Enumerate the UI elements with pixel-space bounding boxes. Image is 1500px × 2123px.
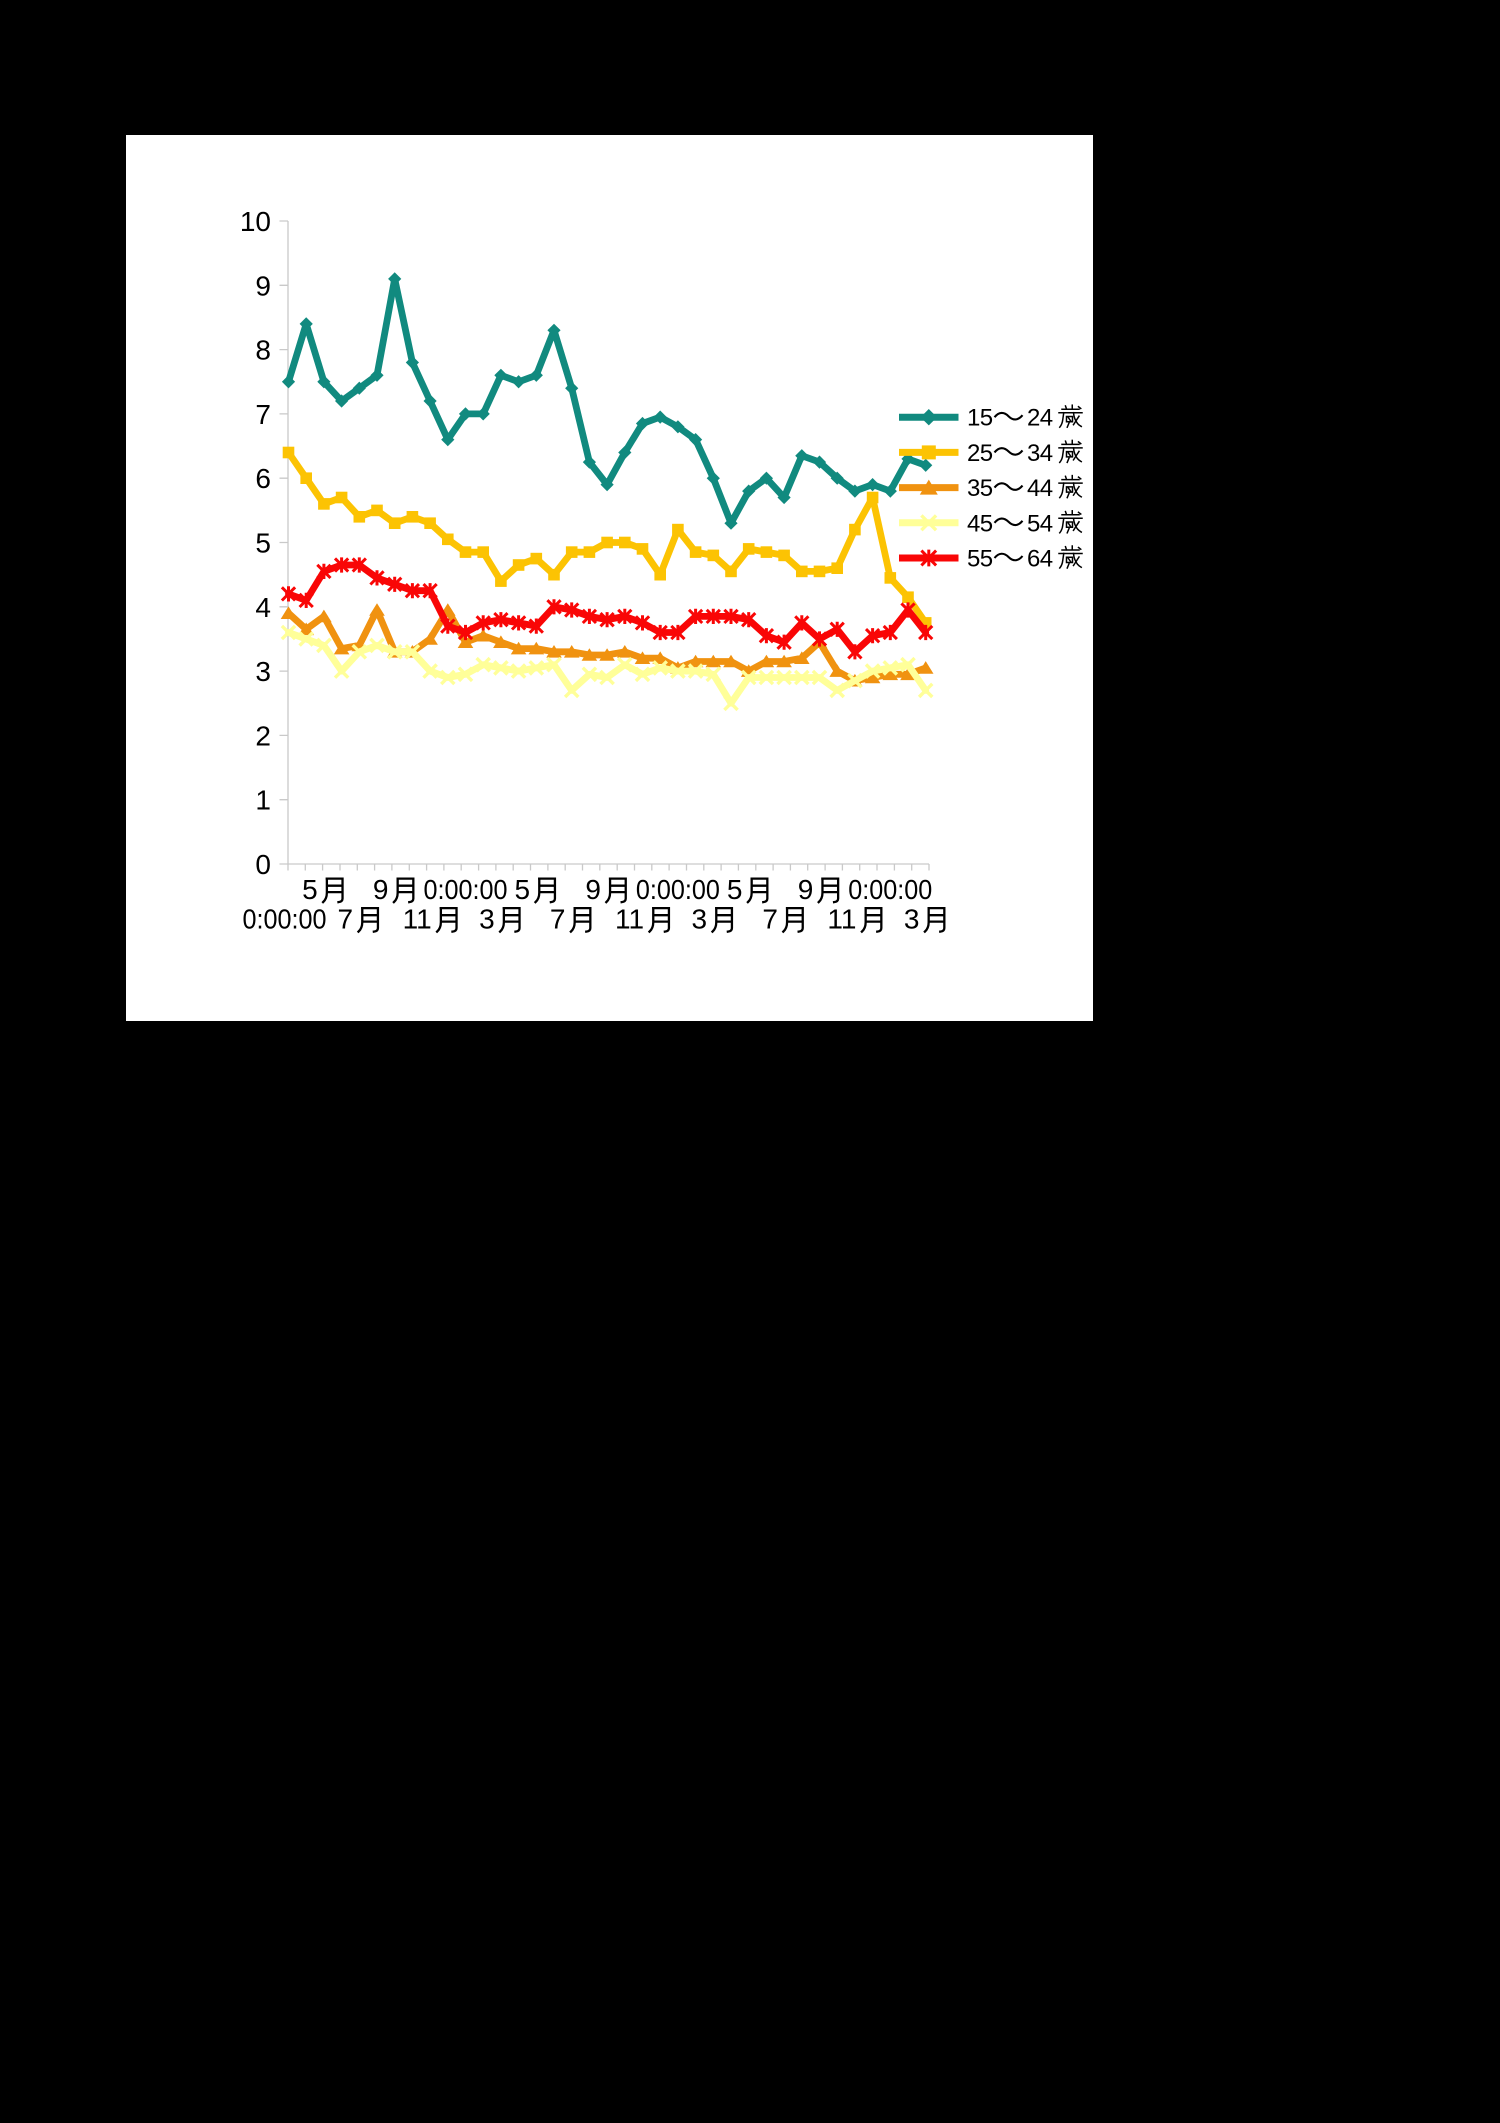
svg-text:3: 3 <box>255 656 271 687</box>
svg-text:5: 5 <box>515 874 531 905</box>
svg-text:7: 7 <box>762 904 778 935</box>
svg-text:11: 11 <box>403 904 432 935</box>
svg-text:4: 4 <box>255 592 271 623</box>
svg-text:5: 5 <box>255 528 271 559</box>
svg-text:10: 10 <box>240 206 271 237</box>
svg-text:9: 9 <box>255 270 271 301</box>
svg-text:34: 34 <box>1027 440 1053 467</box>
svg-text:55: 55 <box>967 546 993 573</box>
svg-text:44: 44 <box>1027 475 1053 502</box>
svg-text:2: 2 <box>255 720 271 751</box>
svg-text:7: 7 <box>338 904 354 935</box>
svg-text:25: 25 <box>967 440 993 467</box>
svg-text:11: 11 <box>827 904 856 935</box>
svg-text:15: 15 <box>967 405 993 432</box>
svg-text:3: 3 <box>904 904 920 935</box>
svg-text:0: 0 <box>255 849 271 880</box>
svg-text:35: 35 <box>967 475 993 502</box>
svg-text:24: 24 <box>1027 405 1053 432</box>
svg-text:45: 45 <box>967 510 993 537</box>
svg-text:9: 9 <box>798 874 814 905</box>
svg-text:3: 3 <box>479 904 495 935</box>
svg-text:8: 8 <box>255 335 271 366</box>
svg-text:7: 7 <box>255 399 271 430</box>
svg-text:0:00:00: 0:00:00 <box>848 874 932 905</box>
svg-text:0:00:00: 0:00:00 <box>424 874 508 905</box>
svg-text:6: 6 <box>255 463 271 494</box>
svg-text:64: 64 <box>1027 546 1053 573</box>
svg-text:0:00:00: 0:00:00 <box>636 874 720 905</box>
svg-text:9: 9 <box>373 874 389 905</box>
svg-text:5: 5 <box>302 874 318 905</box>
svg-text:1: 1 <box>255 785 271 816</box>
svg-text:11: 11 <box>615 904 644 935</box>
svg-text:0:00:00: 0:00:00 <box>243 904 327 935</box>
svg-text:9: 9 <box>585 874 601 905</box>
svg-text:7: 7 <box>550 904 566 935</box>
svg-text:5: 5 <box>727 874 743 905</box>
svg-text:54: 54 <box>1027 510 1053 537</box>
svg-text:3: 3 <box>692 904 708 935</box>
